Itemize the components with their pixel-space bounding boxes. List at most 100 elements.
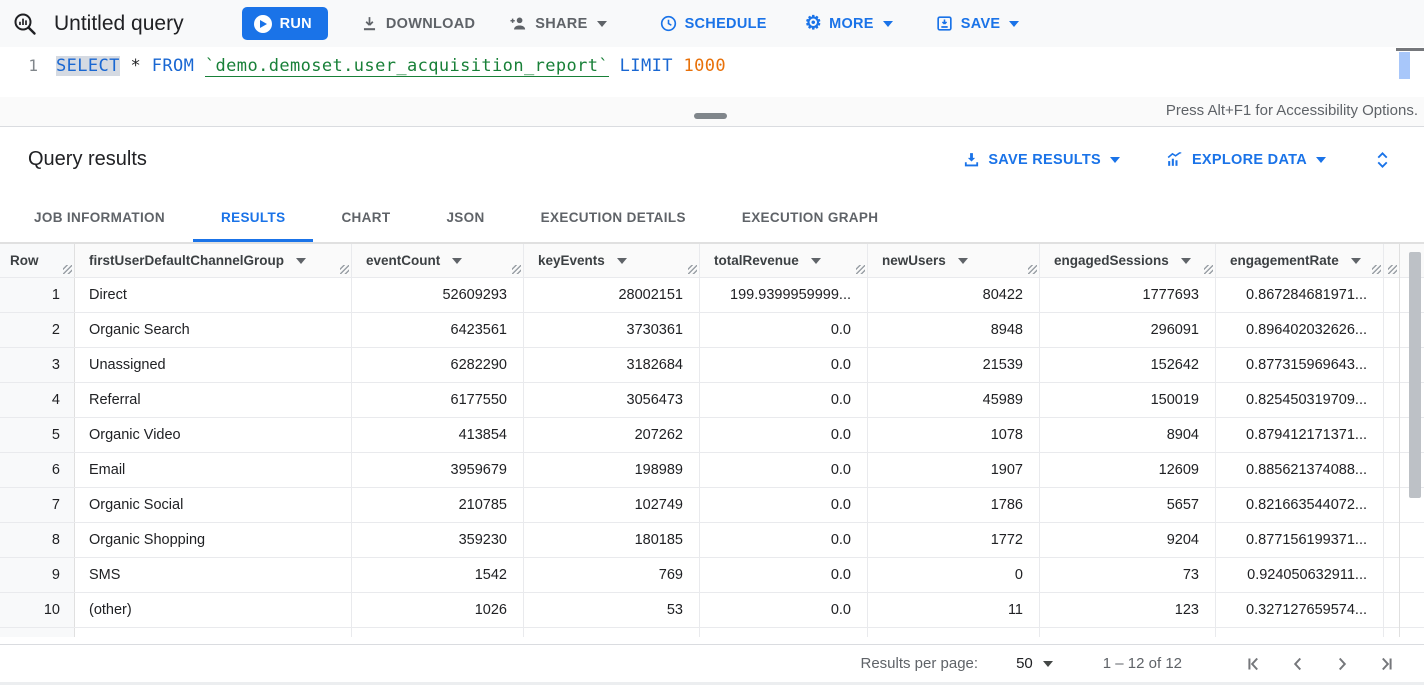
column-header-eventcount[interactable]: eventCount [352, 244, 524, 277]
data-cell: Organic Search [75, 313, 352, 347]
data-cell: Paid Social [75, 628, 352, 637]
data-cell: 0.327127659574... [1216, 593, 1384, 627]
column-resize-handle[interactable] [1372, 265, 1381, 274]
column-menu-caret-icon[interactable] [452, 257, 463, 264]
data-cell: 1026 [352, 593, 524, 627]
explore-data-button[interactable]: EXPLORE DATA [1164, 150, 1326, 169]
query-results-title: Query results [28, 148, 147, 170]
row-number-cell: 3 [0, 348, 75, 382]
data-cell: 80422 [868, 278, 1040, 312]
tab-execution-graph[interactable]: EXECUTION GRAPH [741, 209, 879, 225]
data-cell: 6423561 [352, 313, 524, 347]
data-cell: 9204 [1040, 523, 1216, 557]
data-cell: 0.924050632911... [1216, 558, 1384, 592]
code-line: SELECT * FROM `demo.demoset.user_acquisi… [56, 55, 726, 77]
run-button[interactable]: RUN [241, 7, 328, 40]
splitter-drag-handle[interactable] [694, 113, 727, 119]
column-header-engagementrate[interactable]: engagementRate [1216, 244, 1384, 277]
data-cell: 0.0 [700, 453, 868, 487]
table-row: 11Paid Social2271340.09491.0 [0, 628, 1424, 637]
page-size-caret-icon [1042, 660, 1053, 667]
data-cell: 1772 [868, 523, 1040, 557]
data-cell: 0.825450319709... [1216, 383, 1384, 417]
data-cell: 12609 [1040, 453, 1216, 487]
table-scrollbar-thumb[interactable] [1409, 252, 1421, 498]
data-cell: 8948 [868, 313, 1040, 347]
column-header-row[interactable]: Row [0, 244, 75, 277]
clock-icon [660, 15, 676, 32]
data-cell: 0.885621374088... [1216, 453, 1384, 487]
editor-scrollbar-thumb[interactable] [1399, 52, 1410, 79]
page-size-select[interactable]: 50 [1016, 655, 1053, 672]
next-page-button[interactable] [1330, 652, 1354, 676]
column-resize-handle[interactable] [1204, 265, 1213, 274]
code-token: * [119, 56, 152, 76]
column-header-totalrevenue[interactable]: totalRevenue [700, 244, 868, 277]
table-row: 2 Organic Search 6423561 3730361 0.0 8948 2960… [0, 313, 1424, 348]
explore-chart-icon [1167, 151, 1182, 166]
data-cell: 0.0 [700, 313, 868, 347]
share-button[interactable]: SHARE [508, 14, 607, 33]
column-resize-handle[interactable] [512, 265, 521, 274]
column-menu-caret-icon[interactable] [1350, 257, 1361, 264]
column-header-newusers[interactable]: newUsers [868, 244, 1040, 277]
column-header-keyevents[interactable]: keyEvents [524, 244, 700, 277]
tab-json[interactable]: JSON [446, 209, 485, 225]
data-cell: 28002151 [524, 278, 700, 312]
column-menu-caret-icon[interactable] [1180, 257, 1191, 264]
column-menu-caret-icon[interactable] [616, 257, 627, 264]
table-row: 8 Organic Shopping 359230 180185 0.0 1772 9204… [0, 523, 1424, 558]
tab-chart[interactable]: CHART [341, 209, 391, 225]
data-cell: 207262 [524, 418, 700, 452]
download-button[interactable]: DOWNLOAD [360, 14, 475, 33]
column-resize-handle[interactable] [856, 265, 865, 274]
schedule-button[interactable]: SCHEDULE [659, 14, 767, 33]
table-body: 1 Direct 52609293 28002151 199.9399959999...… [0, 278, 1424, 637]
data-cell: Organic Video [75, 418, 352, 452]
results-table: Row firstUserDefaultChannelGroup eventCoun… [0, 243, 1424, 637]
more-caret-icon [882, 20, 893, 27]
data-cell: 0.0 [700, 558, 868, 592]
data-cell: 45989 [868, 383, 1040, 417]
data-cell: 0 [868, 558, 1040, 592]
column-resize-handle[interactable] [340, 265, 349, 274]
column-resize-handle[interactable] [688, 265, 697, 274]
column-label: engagedSessions [1054, 253, 1169, 268]
data-cell: 199.9399959999... [700, 278, 868, 312]
data-cell: 198989 [524, 453, 700, 487]
data-cell: 0.877315969643... [1216, 348, 1384, 382]
more-button[interactable]: ⚙ MORE [805, 14, 893, 33]
expand-collapse-results-button[interactable] [1370, 148, 1394, 172]
filler-cell [1384, 453, 1400, 487]
data-cell: 1777693 [1040, 278, 1216, 312]
unfold-icon [1377, 151, 1387, 168]
column-menu-caret-icon[interactable] [810, 257, 821, 264]
first-page-button[interactable] [1242, 652, 1266, 676]
code-token [194, 56, 205, 76]
column-resize-handle[interactable] [1388, 265, 1397, 274]
data-cell: Organic Shopping [75, 523, 352, 557]
filler-cell [1384, 278, 1400, 312]
column-header-firstuserdefaultchannelgroup[interactable]: firstUserDefaultChannelGroup [75, 244, 352, 277]
last-page-button[interactable] [1374, 652, 1398, 676]
filler-cell [1384, 313, 1400, 347]
tab-job-information[interactable]: JOB INFORMATION [34, 209, 165, 225]
save-results-button[interactable]: SAVE RESULTS [962, 150, 1120, 169]
column-resize-handle[interactable] [1028, 265, 1037, 274]
save-caret-icon [1009, 20, 1020, 27]
tab-execution-details[interactable]: EXECUTION DETAILS [540, 209, 686, 225]
data-cell: 11 [868, 593, 1040, 627]
data-cell: 1078 [868, 418, 1040, 452]
data-cell: 0.0 [700, 348, 868, 382]
previous-page-button[interactable] [1286, 652, 1310, 676]
column-resize-handle[interactable] [63, 265, 72, 274]
data-cell: 0.867284681971... [1216, 278, 1384, 312]
data-cell: 102749 [524, 488, 700, 522]
save-button[interactable]: SAVE [935, 14, 1020, 33]
column-menu-caret-icon[interactable] [296, 257, 307, 264]
data-cell: 0.0 [700, 628, 868, 637]
sql-editor[interactable]: 1 SELECT * FROM `demo.demoset.user_acqui… [0, 47, 1424, 97]
column-header-engagedsessions[interactable]: engagedSessions [1040, 244, 1216, 277]
tab-results[interactable]: RESULTS [193, 192, 314, 242]
column-menu-caret-icon[interactable] [957, 257, 968, 264]
